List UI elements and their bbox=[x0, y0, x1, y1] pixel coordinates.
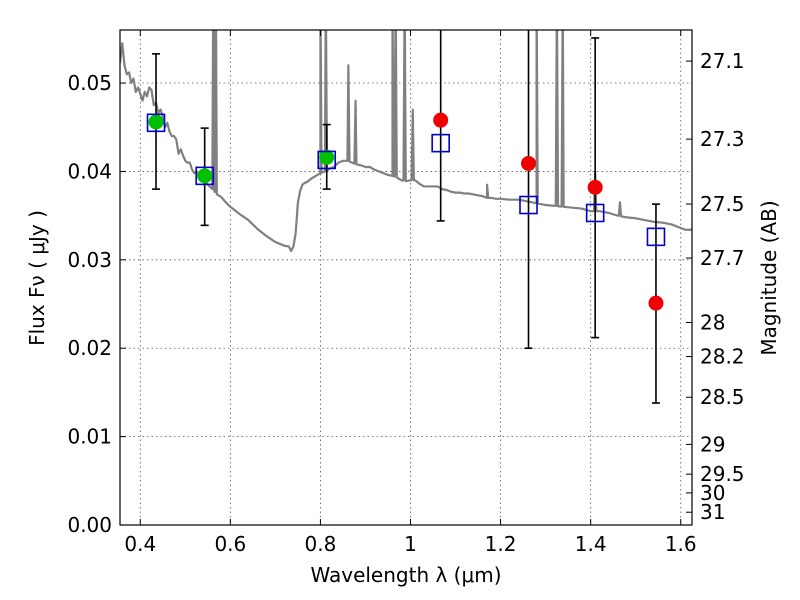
x-axis-title: Wavelength λ (μm) bbox=[310, 563, 501, 587]
model-spectrum-line bbox=[120, 30, 692, 253]
observed-point-upper bbox=[521, 155, 537, 171]
mag-tick-label: 29 bbox=[700, 432, 725, 456]
mag-tick-label: 27.7 bbox=[700, 246, 745, 270]
y-axis-title: Flux Fν ( μJy ) bbox=[25, 210, 49, 346]
model-band-flux-square bbox=[317, 150, 337, 170]
model-band-flux-square bbox=[519, 195, 538, 215]
y-tick-label: 0.05 bbox=[67, 71, 112, 95]
y-tick-label: 0.03 bbox=[67, 248, 112, 272]
mag-tick-label: 27.5 bbox=[700, 192, 745, 216]
x-tick-label: 0.8 bbox=[305, 532, 337, 556]
mag-tick-label: 30 bbox=[700, 481, 725, 505]
x-tick-label: 1 bbox=[404, 532, 417, 556]
plot-frame bbox=[119, 29, 693, 526]
y-tick-label: 0.00 bbox=[67, 513, 112, 537]
right-axis-title: Magnitude (AB) bbox=[757, 200, 781, 355]
model-band-flux-square bbox=[195, 166, 214, 186]
y-tick-label: 0.02 bbox=[67, 336, 112, 360]
observed-point-detected bbox=[148, 114, 164, 130]
mag-tick-label: 28 bbox=[700, 310, 725, 334]
observed-point-upper bbox=[648, 295, 664, 311]
axes: 0.4 0.6 0.8 1 1.2 1.4 1.6 0.00 0.01 0.02 0.03 0.04 0… bbox=[67, 30, 745, 556]
x-tick-label: 1.2 bbox=[485, 532, 517, 556]
y-tick-label: 0.01 bbox=[67, 425, 112, 449]
x-tick-label: 0.6 bbox=[214, 532, 246, 556]
model-band-flux-square bbox=[431, 133, 450, 153]
y-tick-label: 0.04 bbox=[67, 159, 112, 183]
x-tick-label: 0.4 bbox=[124, 532, 156, 556]
model-band-flux-square bbox=[585, 203, 605, 223]
mag-tick-label: 28.2 bbox=[700, 345, 745, 369]
model-band-flux-square bbox=[146, 113, 166, 133]
observed-point-upper bbox=[587, 179, 603, 195]
mag-tick-label: 27.1 bbox=[700, 49, 745, 73]
x-tick-label: 1.4 bbox=[575, 532, 607, 556]
plot-area bbox=[120, 30, 692, 404]
mag-tick-label: 27.3 bbox=[700, 127, 745, 151]
model-band-flux-square bbox=[646, 227, 666, 247]
x-tick-label: 1.6 bbox=[665, 532, 697, 556]
observed-point-detected bbox=[197, 168, 213, 184]
mag-tick-label: 29.5 bbox=[700, 462, 745, 486]
observed-point-detected bbox=[319, 149, 335, 165]
mag-tick-label: 31 bbox=[700, 500, 725, 524]
observed-point-upper bbox=[433, 112, 449, 128]
mag-tick-label: 28.5 bbox=[700, 385, 745, 409]
